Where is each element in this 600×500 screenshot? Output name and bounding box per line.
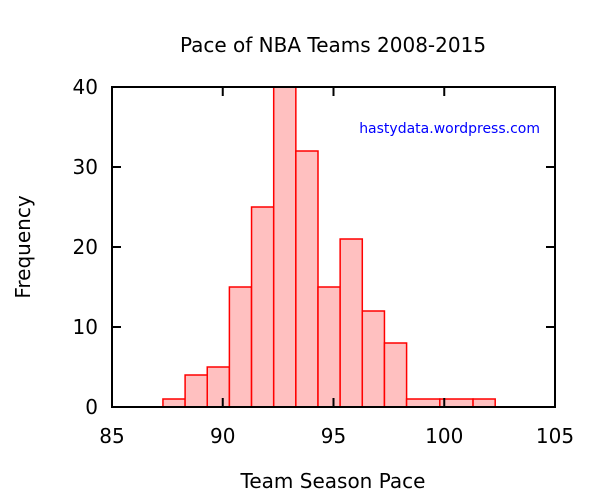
histogram-bar	[405, 398, 441, 408]
x-tick-label: 105	[536, 424, 574, 448]
y-tick-label: 30	[73, 155, 98, 179]
x-axis-label: Team Season Pace	[240, 469, 426, 493]
y-tick-label: 40	[73, 75, 98, 99]
histogram-bar	[472, 398, 496, 408]
histogram-bar	[162, 398, 186, 408]
histogram-bar	[317, 286, 341, 408]
histogram-bar	[295, 150, 319, 408]
x-tick-label: 100	[425, 424, 463, 448]
histogram-bar	[383, 342, 408, 408]
x-tick-label: 85	[99, 424, 124, 448]
x-tick-label: 95	[321, 424, 346, 448]
histogram-bar	[228, 286, 253, 408]
chart-title: Pace of NBA Teams 2008-2015	[180, 33, 486, 57]
histogram-bar	[272, 86, 297, 408]
y-tick-label: 0	[85, 395, 98, 419]
watermark-text: hastydata.wordpress.com	[359, 121, 540, 137]
histogram-bar	[250, 206, 275, 408]
histogram-bar	[361, 310, 386, 408]
x-tick-label: 90	[210, 424, 235, 448]
histogram-bar	[339, 238, 364, 408]
y-tick-label: 10	[73, 315, 98, 339]
y-tick-label: 20	[73, 235, 98, 259]
bars-group	[162, 86, 496, 408]
axis-ticks: 85 90 95 100 105 0 10 20 30 40	[73, 75, 575, 448]
histogram-bar	[184, 374, 208, 408]
histogram-bar	[206, 366, 231, 408]
y-axis-label: Frequency	[11, 195, 35, 298]
